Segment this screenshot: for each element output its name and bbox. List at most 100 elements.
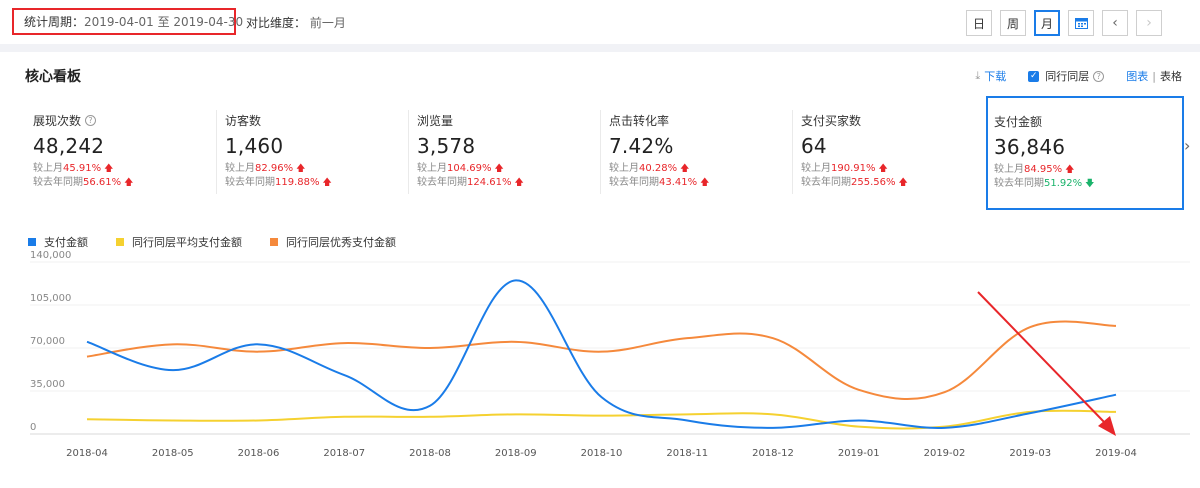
metric-name-text: 支付买家数 <box>801 114 862 128</box>
period-granularity-buttons: 日 周 月 ‹ › <box>966 10 1162 36</box>
metric-card-paying-buyers[interactable]: 支付买家数 64 较上月190.91% 🡅 较去年同期255.56% 🡅 <box>792 104 982 204</box>
yoy-value: 124.61% <box>467 177 512 188</box>
series-line-0 <box>86 279 1117 429</box>
x-tick-label: 2018-06 <box>238 448 280 459</box>
x-tick-label: 2018-07 <box>323 448 365 459</box>
legend-item-payment[interactable]: 支付金额 <box>28 234 88 250</box>
mom-value: 45.91% <box>63 163 102 174</box>
stat-period-label: 统计周期： <box>24 15 85 29</box>
peer-tier-label: 同行同层 <box>1045 70 1090 83</box>
annotation-arrow-shaft <box>977 291 1107 425</box>
arrow-up-icon: 🡅 <box>124 178 134 188</box>
calendar-button[interactable] <box>1068 10 1094 36</box>
legend-swatch <box>28 238 36 246</box>
metric-name-text: 浏览量 <box>417 114 454 128</box>
arrow-up-icon: 🡅 <box>494 164 504 174</box>
arrow-up-icon: 🡅 <box>878 164 888 174</box>
metric-value: 48,242 <box>33 134 105 158</box>
help-icon[interactable]: ? <box>85 115 97 126</box>
yoy-label: 较去年同期 <box>609 177 659 188</box>
x-tick-label: 2018-10 <box>581 448 623 459</box>
metric-mom: 较上月45.91% 🡅 <box>33 162 214 176</box>
legend-item-peer-excellent[interactable]: 同行同层优秀支付金额 <box>270 234 396 250</box>
stat-period-selector[interactable]: 统计周期： 2019-04-01 至 2019-04-30 <box>12 8 243 35</box>
card-separator <box>408 110 409 194</box>
compare-dimension-value: 前一月 <box>309 16 346 30</box>
y-tick-label: 0 <box>30 422 36 433</box>
metric-yoy: 较去年同期56.61% 🡅 <box>33 176 214 190</box>
peer-tier-toggle[interactable]: ✓ 同行同层 ? <box>1028 68 1105 84</box>
x-tick-label: 2018-05 <box>152 448 194 459</box>
mom-value: 104.69% <box>447 163 492 174</box>
arrow-up-icon: 🡅 <box>104 164 114 174</box>
table-view-link[interactable]: 表格 <box>1160 70 1182 83</box>
arrow-up-icon: 🡅 <box>322 178 332 188</box>
x-tick-label: 2018-09 <box>495 448 537 459</box>
legend-label: 同行同层优秀支付金额 <box>286 236 396 249</box>
mom-label: 较上月 <box>33 163 63 174</box>
metric-cards: 展现次数 ? 48,242 较上月45.91% 🡅 较去年同期56.61% 🡅 访客… <box>24 96 1184 210</box>
download-button[interactable]: ⤓ 下载 <box>975 68 1006 84</box>
next-period-button[interactable]: › <box>1136 10 1162 36</box>
compare-dimension-label: 对比维度： <box>246 16 307 30</box>
chevron-right-icon: › <box>1184 136 1191 155</box>
chevron-right-icon: › <box>1146 15 1152 31</box>
chart-view-link[interactable]: 图表 <box>1126 70 1149 83</box>
metric-value: 36,846 <box>994 135 1066 159</box>
help-icon[interactable]: ? <box>1093 70 1105 82</box>
peer-tier-checkbox[interactable]: ✓ <box>1028 70 1040 82</box>
metric-yoy: 较去年同期51.92% 🡇 <box>994 177 1182 191</box>
y-tick-label: 70,000 <box>30 336 65 347</box>
compare-dimension[interactable]: 对比维度： 前一月 <box>246 14 346 31</box>
yoy-value: 51.92% <box>1044 178 1083 189</box>
week-button[interactable]: 周 <box>1000 10 1026 36</box>
metric-card-impressions[interactable]: 展现次数 ? 48,242 较上月45.91% 🡅 较去年同期56.61% 🡅 <box>24 104 214 204</box>
x-tick-label: 2018-11 <box>666 448 708 459</box>
mom-label: 较上月 <box>994 164 1024 175</box>
x-tick-label: 2019-01 <box>838 448 880 459</box>
download-icon: ⤓ <box>975 69 981 82</box>
mom-label: 较上月 <box>417 163 447 174</box>
month-button[interactable]: 月 <box>1034 10 1060 36</box>
y-tick-label: 140,000 <box>30 250 71 261</box>
metric-card-payment-amount[interactable]: 支付金额 36,846 较上月84.95% 🡅 较去年同期51.92% 🡇 <box>986 96 1184 210</box>
y-tick-label: 35,000 <box>30 379 65 390</box>
view-separator: | <box>1152 69 1156 83</box>
metric-card-visitors[interactable]: 访客数 1,460 较上月82.96% 🡅 较去年同期119.88% 🡅 <box>216 104 406 204</box>
stat-period-value: 2019-04-01 至 2019-04-30 <box>84 15 244 29</box>
x-tick-label: 2018-04 <box>66 448 108 459</box>
metric-mom: 较上月84.95% 🡅 <box>994 163 1182 177</box>
card-separator <box>792 110 793 194</box>
top-bar: 统计周期： 2019-04-01 至 2019-04-30 对比维度： 前一月 … <box>0 0 1200 44</box>
board-tools: ⤓ 下载 ✓ 同行同层 ? 图表 | 表格 <box>975 68 1182 84</box>
series-line-2 <box>86 320 1117 401</box>
metric-card-conversion-rate[interactable]: 点击转化率 7.42% 较上月40.28% 🡅 较去年同期43.41% 🡅 <box>600 104 790 204</box>
prev-period-button[interactable]: ‹ <box>1102 10 1128 36</box>
yoy-label: 较去年同期 <box>417 177 467 188</box>
yoy-value: 255.56% <box>851 177 896 188</box>
arrow-up-icon: 🡅 <box>898 178 908 188</box>
legend-swatch <box>270 238 278 246</box>
cards-next-button[interactable]: › <box>1184 136 1190 155</box>
metric-card-pageviews[interactable]: 浏览量 3,578 较上月104.69% 🡅 较去年同期124.61% 🡅 <box>408 104 598 204</box>
legend-swatch <box>116 238 124 246</box>
view-toggle: 图表 | 表格 <box>1126 68 1182 84</box>
metric-name: 支付金额 <box>994 113 1182 130</box>
legend-item-peer-average[interactable]: 同行同层平均支付金额 <box>116 234 242 250</box>
calendar-icon <box>1074 18 1088 29</box>
metric-name-text: 展现次数 <box>33 114 82 128</box>
mom-value: 82.96% <box>255 163 294 174</box>
x-tick-label: 2019-02 <box>924 448 966 459</box>
x-tick-label: 2019-03 <box>1009 448 1051 459</box>
x-tick-label: 2019-04 <box>1095 448 1137 459</box>
metric-name-text: 支付金额 <box>994 115 1043 129</box>
metric-name: 浏览量 <box>417 112 598 129</box>
yoy-label: 较去年同期 <box>994 178 1044 189</box>
day-button[interactable]: 日 <box>966 10 992 36</box>
mom-label: 较上月 <box>225 163 255 174</box>
metric-yoy: 较去年同期255.56% 🡅 <box>801 176 982 190</box>
card-separator <box>216 110 217 194</box>
chevron-left-icon: ‹ <box>1112 15 1118 31</box>
metric-mom: 较上月82.96% 🡅 <box>225 162 406 176</box>
metric-value: 7.42% <box>609 134 674 158</box>
